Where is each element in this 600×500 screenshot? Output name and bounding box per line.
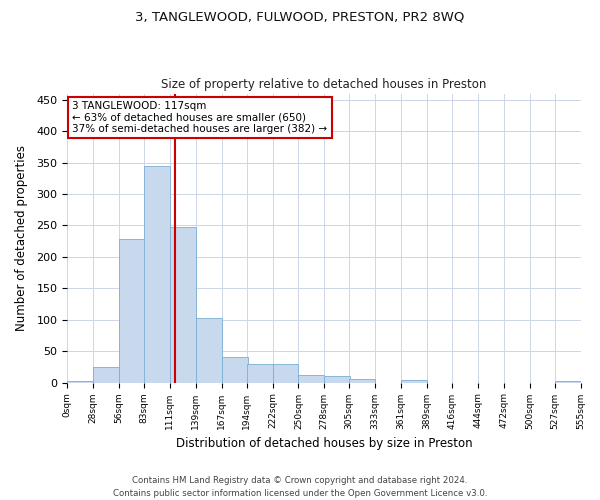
Title: Size of property relative to detached houses in Preston: Size of property relative to detached ho…	[161, 78, 487, 91]
Bar	[144, 166, 170, 382]
Bar	[298, 375, 325, 382]
Bar	[401, 380, 427, 382]
Text: 3, TANGLEWOOD, FULWOOD, PRESTON, PR2 8WQ: 3, TANGLEWOOD, FULWOOD, PRESTON, PR2 8WQ	[136, 10, 464, 23]
Bar	[196, 318, 221, 382]
Bar	[349, 380, 375, 382]
Bar	[247, 364, 272, 382]
Y-axis label: Number of detached properties: Number of detached properties	[15, 145, 28, 331]
Bar	[325, 376, 350, 382]
Text: Contains HM Land Registry data © Crown copyright and database right 2024.
Contai: Contains HM Land Registry data © Crown c…	[113, 476, 487, 498]
Bar	[221, 358, 248, 382]
Bar	[170, 227, 196, 382]
Bar	[272, 364, 298, 382]
Text: 3 TANGLEWOOD: 117sqm
← 63% of detached houses are smaller (650)
37% of semi-deta: 3 TANGLEWOOD: 117sqm ← 63% of detached h…	[73, 101, 328, 134]
X-axis label: Distribution of detached houses by size in Preston: Distribution of detached houses by size …	[176, 437, 472, 450]
Bar	[93, 367, 119, 382]
Bar	[119, 240, 145, 382]
